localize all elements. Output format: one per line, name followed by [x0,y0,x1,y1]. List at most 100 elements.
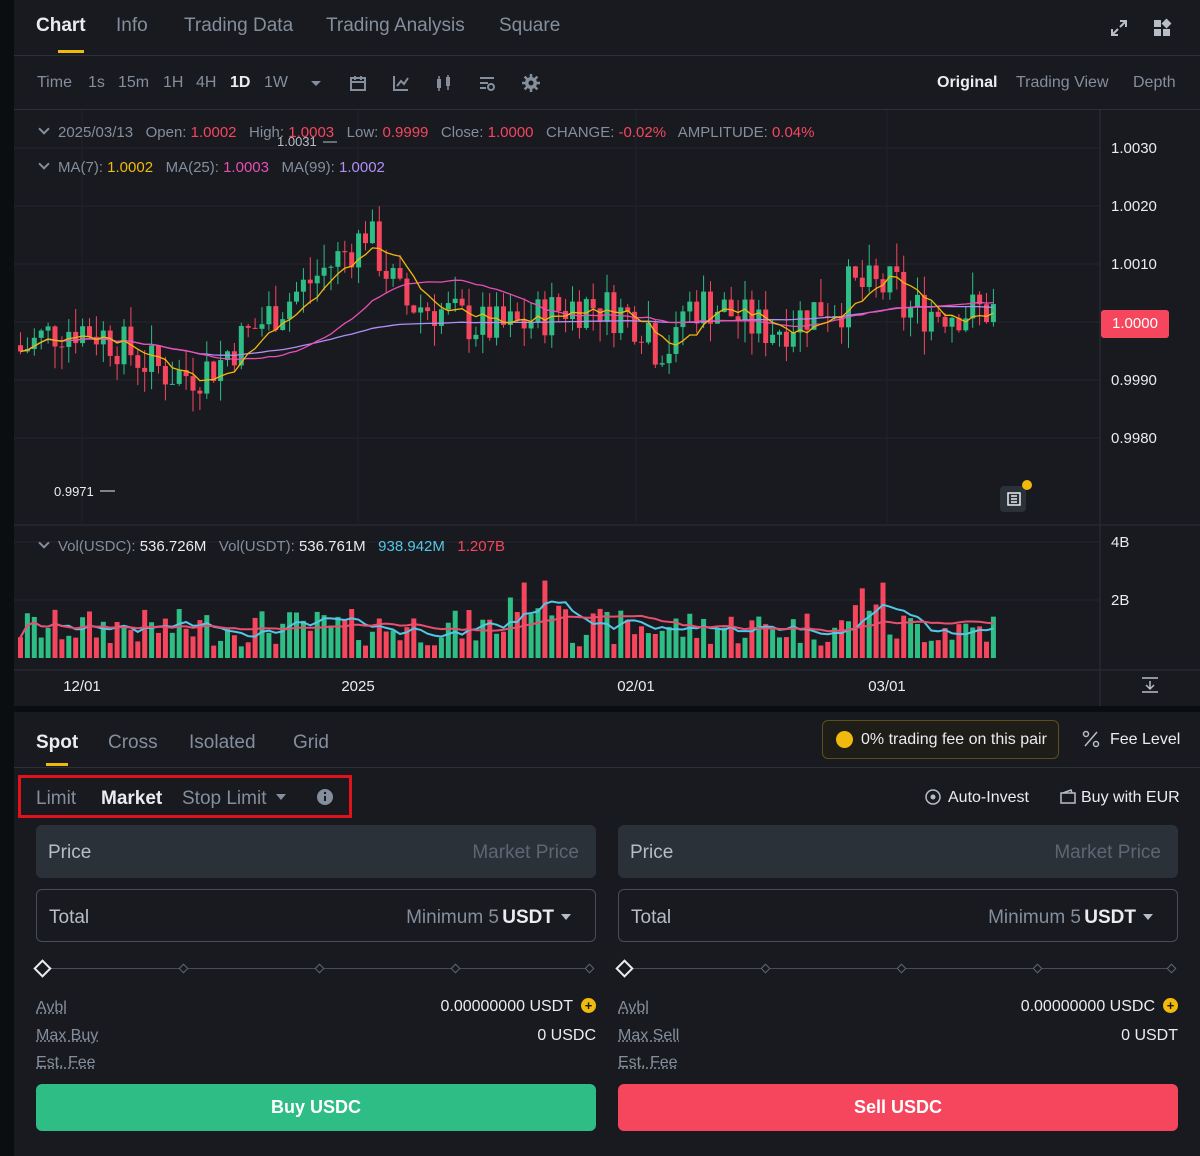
volume-bar [114,622,120,658]
layout-icon[interactable] [1152,18,1172,38]
volume-bar [990,616,996,658]
buy-avbl-label[interactable]: Avbl [36,999,67,1016]
volume-bar [928,640,934,658]
interval-1h[interactable]: 1H [163,74,184,91]
volume-bar [459,638,465,658]
add-funds-icon[interactable]: + [1163,998,1178,1013]
interval-1s[interactable]: 1s [88,74,105,91]
max-sell-label[interactable]: Max Sell [618,1027,680,1044]
caret-down-icon[interactable] [276,794,286,802]
volume-bar [38,637,44,658]
volume-bar [673,618,679,658]
caret-down-icon[interactable] [1143,914,1153,920]
tab-spot[interactable]: Spot [36,732,79,753]
interval-1w[interactable]: 1W [264,74,288,91]
volume-bar [418,642,424,658]
candle [18,345,23,352]
chevron-down-icon[interactable] [38,537,50,549]
tab-isolated[interactable]: Isolated [189,732,256,753]
volume-bar [300,620,306,658]
sell-est-fee-label[interactable]: Est. Fee [618,1054,678,1071]
interval-4h[interactable]: 4H [196,74,217,91]
sell-total-currency[interactable]: USDT [1084,907,1136,928]
indicator-icon[interactable] [391,73,411,93]
zero-fee-badge[interactable]: 0% trading fee on this pair [822,720,1059,759]
candle [307,279,313,284]
candle [287,301,293,320]
expand-icon[interactable] [1109,18,1129,38]
volume-bar [680,636,686,658]
candle [514,311,520,320]
interval-15m[interactable]: 15m [118,74,150,91]
tab-trading-data[interactable]: Trading Data [184,15,294,36]
candle [818,302,824,317]
candlestick-chart[interactable]: 1.0030 1.0020 1.0010 1.0000 0.9990 0.9980 4B 2B… [14,110,1200,706]
vol-ma-a-value: 938.942M [378,538,445,555]
order-type-market[interactable]: Market [101,788,163,809]
more-intervals-icon[interactable] [306,73,326,93]
chevron-down-icon[interactable] [38,158,50,170]
buy-total-currency[interactable]: USDT [502,907,554,928]
chevron-down-icon[interactable] [38,123,50,135]
info-icon[interactable] [316,788,334,806]
candle [363,233,368,244]
add-funds-icon[interactable]: + [581,998,596,1013]
buy-usdc-button[interactable]: Buy USDC [36,1084,596,1131]
tab-info[interactable]: Info [116,15,148,36]
sell-amount-slider[interactable] [615,959,1178,979]
slider-handle[interactable] [33,959,52,978]
calendar-icon[interactable] [348,73,368,93]
candle [438,309,444,326]
auto-invest-link[interactable]: Auto-Invest [948,789,1029,806]
order-type-limit[interactable]: Limit [36,788,77,809]
buy-total-field[interactable]: Total Minimum 5 USDT [36,889,596,942]
tab-square[interactable]: Square [499,15,561,36]
view-depth[interactable]: Depth [1133,74,1176,91]
trade-panel: Spot Cross Isolated Grid 0% trading fee … [14,712,1200,1156]
volume-bar [314,611,320,658]
interval-time[interactable]: Time [37,74,72,91]
open-value: 1.0002 [190,124,237,141]
candle [342,251,348,253]
collapse-panel-icon[interactable] [1142,677,1158,693]
fee-level-link[interactable]: Fee Level [1110,731,1181,748]
candle [369,221,375,244]
volume-bar [425,645,431,658]
caret-down-icon[interactable] [561,914,571,920]
view-trading-view[interactable]: Trading View [1016,74,1109,91]
order-type-stop-limit[interactable]: Stop Limit [182,788,267,809]
gear-icon[interactable] [521,73,541,93]
tab-grid[interactable]: Grid [293,732,329,753]
ma7-value: 1.0002 [107,159,154,176]
volume-bar [183,628,189,658]
volume-bar [949,639,955,658]
interval-1d[interactable]: 1D [230,74,251,91]
tab-cross[interactable]: Cross [108,732,158,753]
price-axis-label: 1.0020 [1111,198,1157,215]
max-buy-label[interactable]: Max Buy [36,1027,99,1044]
volume-bar [839,620,845,658]
volume-bar [749,620,755,658]
candle [176,370,182,384]
sell-total-field[interactable]: Total Minimum 5 USDT [618,889,1178,942]
candle [114,355,120,365]
sell-avbl-label[interactable]: Avbl [618,999,649,1016]
buy-price-field[interactable]: Price Market Price [36,825,596,878]
candle [190,376,196,391]
volume-bar [335,616,341,658]
slider-handle[interactable] [615,959,634,978]
buy-with-eur-link[interactable]: Buy with EUR [1081,789,1180,806]
candle-type-icon[interactable] [434,73,454,93]
buy-amount-slider[interactable] [33,959,596,979]
layout-settings-icon[interactable] [477,73,497,93]
sell-price-label: Price [630,842,674,863]
view-original[interactable]: Original [937,74,998,91]
sell-price-field[interactable]: Price Market Price [618,825,1178,878]
orderbook-toggle-icon[interactable] [1000,480,1032,512]
high-label: High: [249,124,285,141]
tab-chart[interactable]: Chart [36,15,86,36]
candle [639,341,644,343]
sell-usdc-button[interactable]: Sell USDC [618,1084,1178,1131]
tab-trading-analysis[interactable]: Trading Analysis [326,15,465,36]
buy-est-fee-label[interactable]: Est. Fee [36,1054,96,1071]
